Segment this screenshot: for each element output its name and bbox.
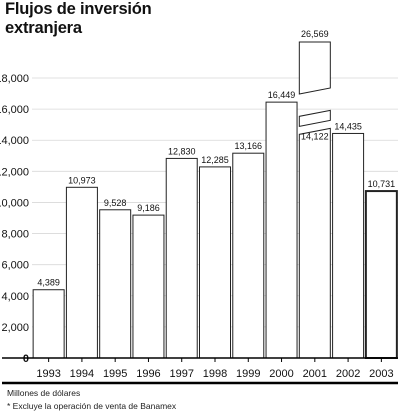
bar [332, 132, 365, 359]
data-label: 26,569 [301, 29, 329, 39]
data-label: 16,449 [268, 90, 296, 100]
bar-break-segment [298, 109, 331, 127]
x-tick-label: 1999 [236, 368, 260, 380]
x-axis-tick-labels: 1993 1994 1995 1996 1997 1998 1999 2000 2001 2002… [36, 368, 393, 380]
data-label: 14,435 [334, 121, 362, 131]
x-tick-label: 1994 [70, 368, 94, 380]
bar [298, 127, 331, 359]
x-tick-label: 1997 [169, 368, 193, 380]
data-label: 10,973 [68, 175, 96, 185]
y-tick-label: 6,000 [1, 260, 29, 272]
data-label: 9,528 [104, 198, 127, 208]
y-tick-label: 8,000 [1, 229, 29, 241]
chart-title-line-1: Flujos de inversión [5, 0, 152, 18]
y-tick-label: 18,000 [0, 73, 29, 85]
y-tick-label: 16,000 [0, 104, 29, 116]
x-tick-label: 2002 [336, 368, 360, 380]
bar [32, 289, 65, 359]
y-tick-label: 14,000 [0, 135, 29, 147]
data-label: 9,186 [137, 203, 160, 213]
data-label: 4,389 [37, 278, 60, 288]
y-tick-label: 4,000 [1, 291, 29, 303]
x-tick-label: 2000 [269, 368, 293, 380]
y-tick-label: 0 [23, 353, 29, 365]
data-labels: 4,389 10,973 9,528 9,186 12,830 12,285 13,166 1… [37, 29, 395, 288]
bar-highlighted [364, 190, 398, 359]
data-label: 10,731 [368, 179, 396, 189]
x-tick-label: 1993 [36, 368, 60, 380]
data-label: 12,830 [168, 146, 196, 156]
y-axis-tick-labels: 0 2,000 4,000 6,000 8,000 10,000 12,000 14,000 1… [0, 73, 29, 365]
axes [2, 357, 398, 385]
footnote: * Excluye la operación de venta de Banam… [7, 401, 177, 411]
data-label: 13,166 [235, 141, 263, 151]
y-tick-label: 10,000 [0, 197, 29, 209]
chart-title: Flujos de inversión extranjera [5, 0, 225, 38]
bar [132, 214, 165, 359]
bar [265, 101, 298, 359]
x-tick-label: 2001 [303, 368, 327, 380]
x-tick-label: 1996 [136, 368, 160, 380]
x-tick-label: 1995 [103, 368, 127, 380]
x-tick-label: 2003 [369, 368, 393, 380]
bar [165, 157, 198, 359]
units-note: Millones de dólares [7, 388, 81, 398]
bar [199, 166, 231, 359]
data-label: 12,285 [201, 155, 229, 165]
chart-title-line-2: extranjera [5, 19, 82, 37]
y-tick-label: 12,000 [0, 166, 29, 178]
bar [232, 152, 265, 359]
bar [99, 209, 132, 359]
annotation-label: 14,122 [301, 131, 329, 141]
y-tick-label: 2,000 [1, 322, 29, 334]
bars [32, 41, 398, 359]
bar-upper-segment [298, 41, 331, 95]
bar [65, 186, 98, 359]
x-tick-label: 1998 [203, 368, 227, 380]
